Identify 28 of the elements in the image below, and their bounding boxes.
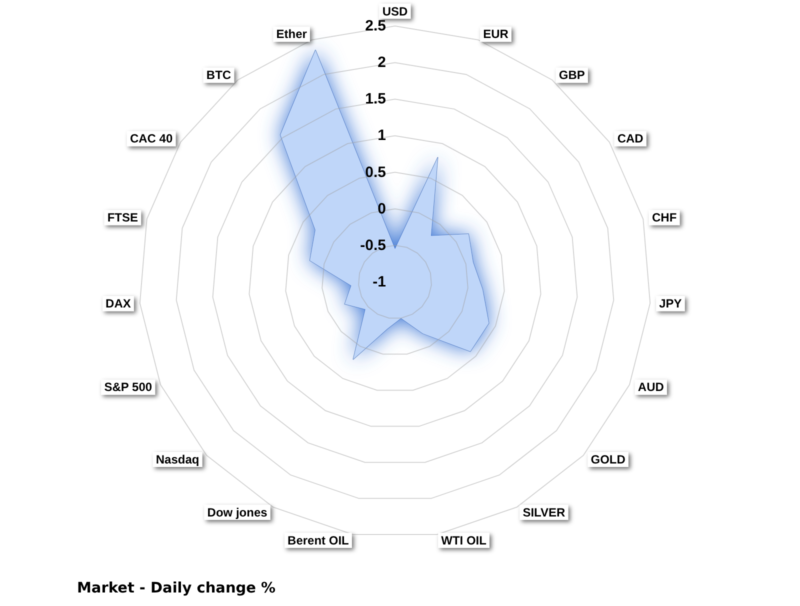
- spoke-label: FTSE: [107, 210, 138, 225]
- y-tick-label: 1: [378, 127, 386, 144]
- spoke-label: WTI OIL: [441, 533, 486, 548]
- spoke-label: Nasdaq: [156, 452, 200, 466]
- spoke-label: CAC 40: [130, 132, 173, 146]
- spoke-label: DAX: [106, 296, 131, 311]
- spoke-label: GBP: [558, 68, 585, 82]
- y-tick-label: 0.5: [365, 164, 386, 181]
- text: Market - Daily change %: [77, 580, 276, 596]
- spoke-label: SILVER: [522, 505, 566, 520]
- spoke-label: Dow jones: [207, 505, 268, 520]
- y-tick-label: 1.5: [365, 90, 386, 108]
- spoke-label: Ether: [276, 27, 308, 42]
- spoke-label: Berent OIL: [288, 533, 349, 548]
- spoke-label: S&P 500: [104, 380, 152, 394]
- spoke-label: JPY: [659, 296, 682, 311]
- y-tick-label: 2.5: [365, 18, 386, 34]
- y-tick-label: 2: [378, 54, 386, 72]
- spoke-label: USD: [382, 4, 408, 19]
- spoke-label: AUD: [638, 380, 664, 394]
- y-tick-label: -1: [372, 274, 386, 290]
- spoke-label: BTC: [206, 68, 232, 82]
- y-tick-label: -0.5: [360, 236, 386, 254]
- spoke-label: EUR: [483, 27, 509, 42]
- y-tick-label: 0: [378, 200, 386, 218]
- spoke-label: CHF: [652, 210, 677, 225]
- spoke-label: GOLD: [590, 452, 626, 466]
- spoke-label: CAD: [617, 132, 644, 146]
